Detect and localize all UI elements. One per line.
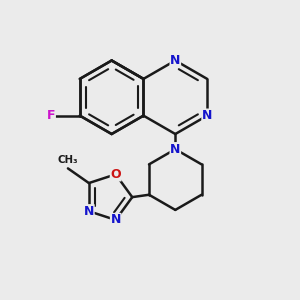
Text: N: N [202,109,212,122]
Text: N: N [170,54,181,67]
Text: N: N [110,213,121,226]
Text: O: O [110,168,121,181]
Text: N: N [84,205,94,218]
Text: F: F [47,109,55,122]
Text: CH₃: CH₃ [58,154,78,165]
Text: N: N [170,143,181,156]
